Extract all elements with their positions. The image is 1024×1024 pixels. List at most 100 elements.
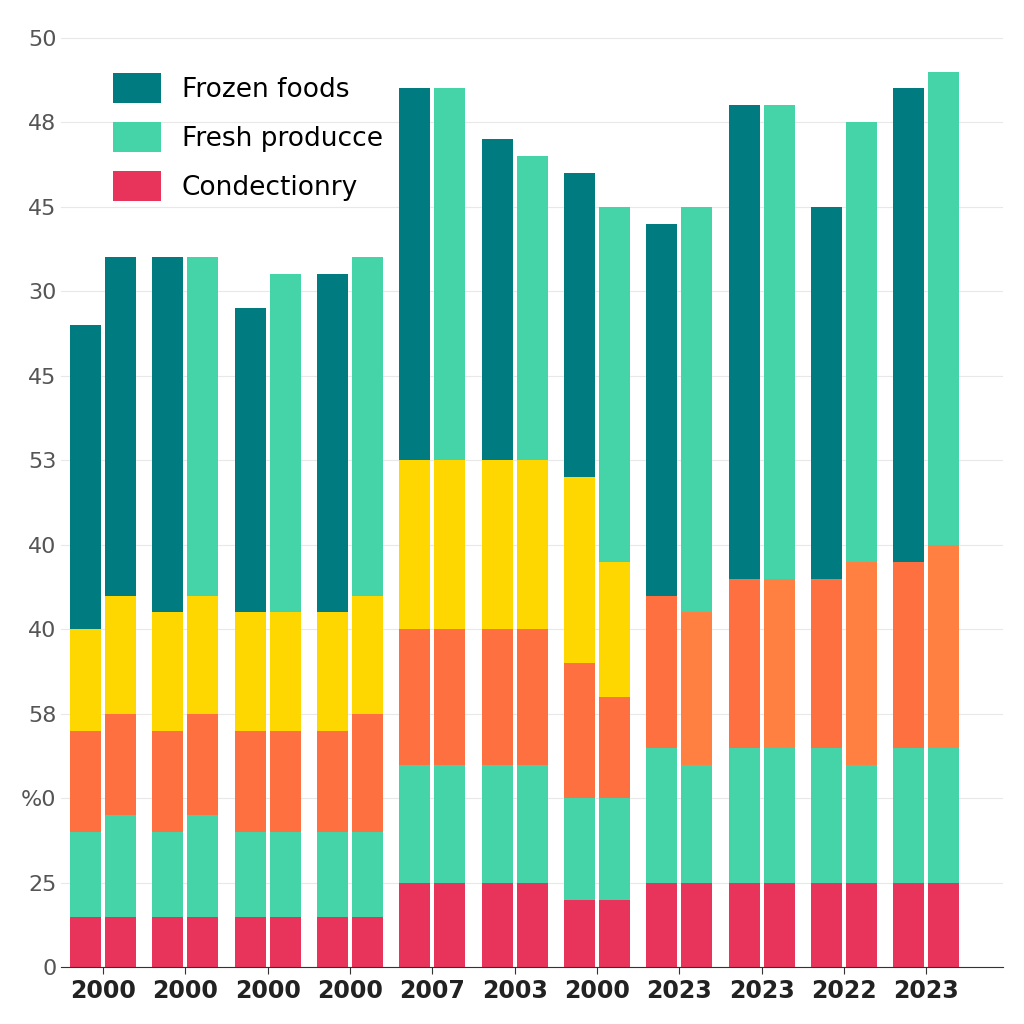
Bar xyxy=(269,833,301,916)
Bar xyxy=(564,477,595,664)
Legend: Frozen foods, Fresh producce, Condectionry: Frozen foods, Fresh producce, Condection… xyxy=(102,62,393,212)
Bar xyxy=(646,748,677,883)
Bar xyxy=(517,461,548,630)
Bar xyxy=(317,731,348,833)
Bar xyxy=(352,714,383,833)
Bar xyxy=(811,579,842,748)
Bar xyxy=(599,207,630,562)
Bar xyxy=(728,883,760,968)
Bar xyxy=(399,883,430,968)
Bar xyxy=(234,833,265,916)
Bar xyxy=(599,697,630,799)
Bar xyxy=(187,714,218,815)
Bar xyxy=(764,105,795,579)
Bar xyxy=(728,579,760,748)
Bar xyxy=(153,731,183,833)
Bar xyxy=(434,765,465,883)
Bar xyxy=(399,630,430,765)
Bar xyxy=(71,630,101,731)
Bar xyxy=(71,731,101,833)
Bar xyxy=(893,88,924,562)
Bar xyxy=(811,883,842,968)
Bar xyxy=(71,833,101,916)
Bar xyxy=(599,900,630,968)
Bar xyxy=(846,765,877,883)
Bar xyxy=(352,596,383,714)
Bar xyxy=(764,579,795,748)
Bar xyxy=(105,714,136,815)
Bar xyxy=(517,630,548,765)
Bar xyxy=(564,900,595,968)
Bar xyxy=(105,815,136,916)
Bar xyxy=(234,308,265,612)
Bar xyxy=(234,916,265,968)
Bar xyxy=(928,545,959,748)
Bar xyxy=(928,883,959,968)
Bar xyxy=(928,748,959,883)
Bar xyxy=(646,223,677,596)
Bar xyxy=(681,765,713,883)
Bar xyxy=(105,916,136,968)
Bar xyxy=(646,596,677,748)
Bar xyxy=(728,105,760,579)
Bar xyxy=(234,731,265,833)
Bar xyxy=(105,596,136,714)
Bar xyxy=(846,122,877,562)
Bar xyxy=(811,207,842,579)
Bar xyxy=(517,156,548,461)
Bar xyxy=(764,883,795,968)
Bar xyxy=(434,630,465,765)
Bar xyxy=(187,257,218,596)
Bar xyxy=(352,833,383,916)
Bar xyxy=(105,257,136,596)
Bar xyxy=(187,916,218,968)
Bar xyxy=(517,883,548,968)
Bar xyxy=(564,799,595,900)
Bar xyxy=(187,815,218,916)
Bar xyxy=(481,461,513,630)
Bar xyxy=(564,664,595,799)
Bar xyxy=(234,612,265,731)
Bar xyxy=(153,612,183,731)
Bar xyxy=(681,612,713,765)
Bar xyxy=(153,833,183,916)
Bar xyxy=(269,612,301,731)
Bar xyxy=(893,748,924,883)
Bar xyxy=(481,883,513,968)
Bar xyxy=(269,916,301,968)
Bar xyxy=(646,883,677,968)
Bar xyxy=(434,461,465,630)
Bar xyxy=(811,748,842,883)
Bar xyxy=(434,883,465,968)
Bar xyxy=(846,562,877,765)
Bar xyxy=(187,596,218,714)
Bar xyxy=(317,612,348,731)
Bar xyxy=(517,765,548,883)
Bar xyxy=(399,461,430,630)
Bar xyxy=(564,173,595,477)
Bar xyxy=(599,562,630,697)
Bar xyxy=(764,748,795,883)
Bar xyxy=(269,274,301,612)
Bar xyxy=(481,765,513,883)
Bar xyxy=(352,257,383,596)
Bar xyxy=(71,325,101,630)
Bar xyxy=(846,883,877,968)
Bar xyxy=(893,562,924,748)
Bar xyxy=(599,799,630,900)
Bar xyxy=(352,916,383,968)
Bar xyxy=(399,88,430,461)
Bar xyxy=(928,72,959,545)
Bar xyxy=(434,88,465,461)
Bar xyxy=(681,207,713,612)
Bar xyxy=(399,765,430,883)
Bar xyxy=(269,731,301,833)
Bar xyxy=(681,883,713,968)
Bar xyxy=(317,833,348,916)
Bar xyxy=(317,916,348,968)
Bar xyxy=(481,139,513,461)
Bar xyxy=(317,274,348,612)
Bar xyxy=(71,916,101,968)
Bar xyxy=(153,916,183,968)
Bar xyxy=(893,883,924,968)
